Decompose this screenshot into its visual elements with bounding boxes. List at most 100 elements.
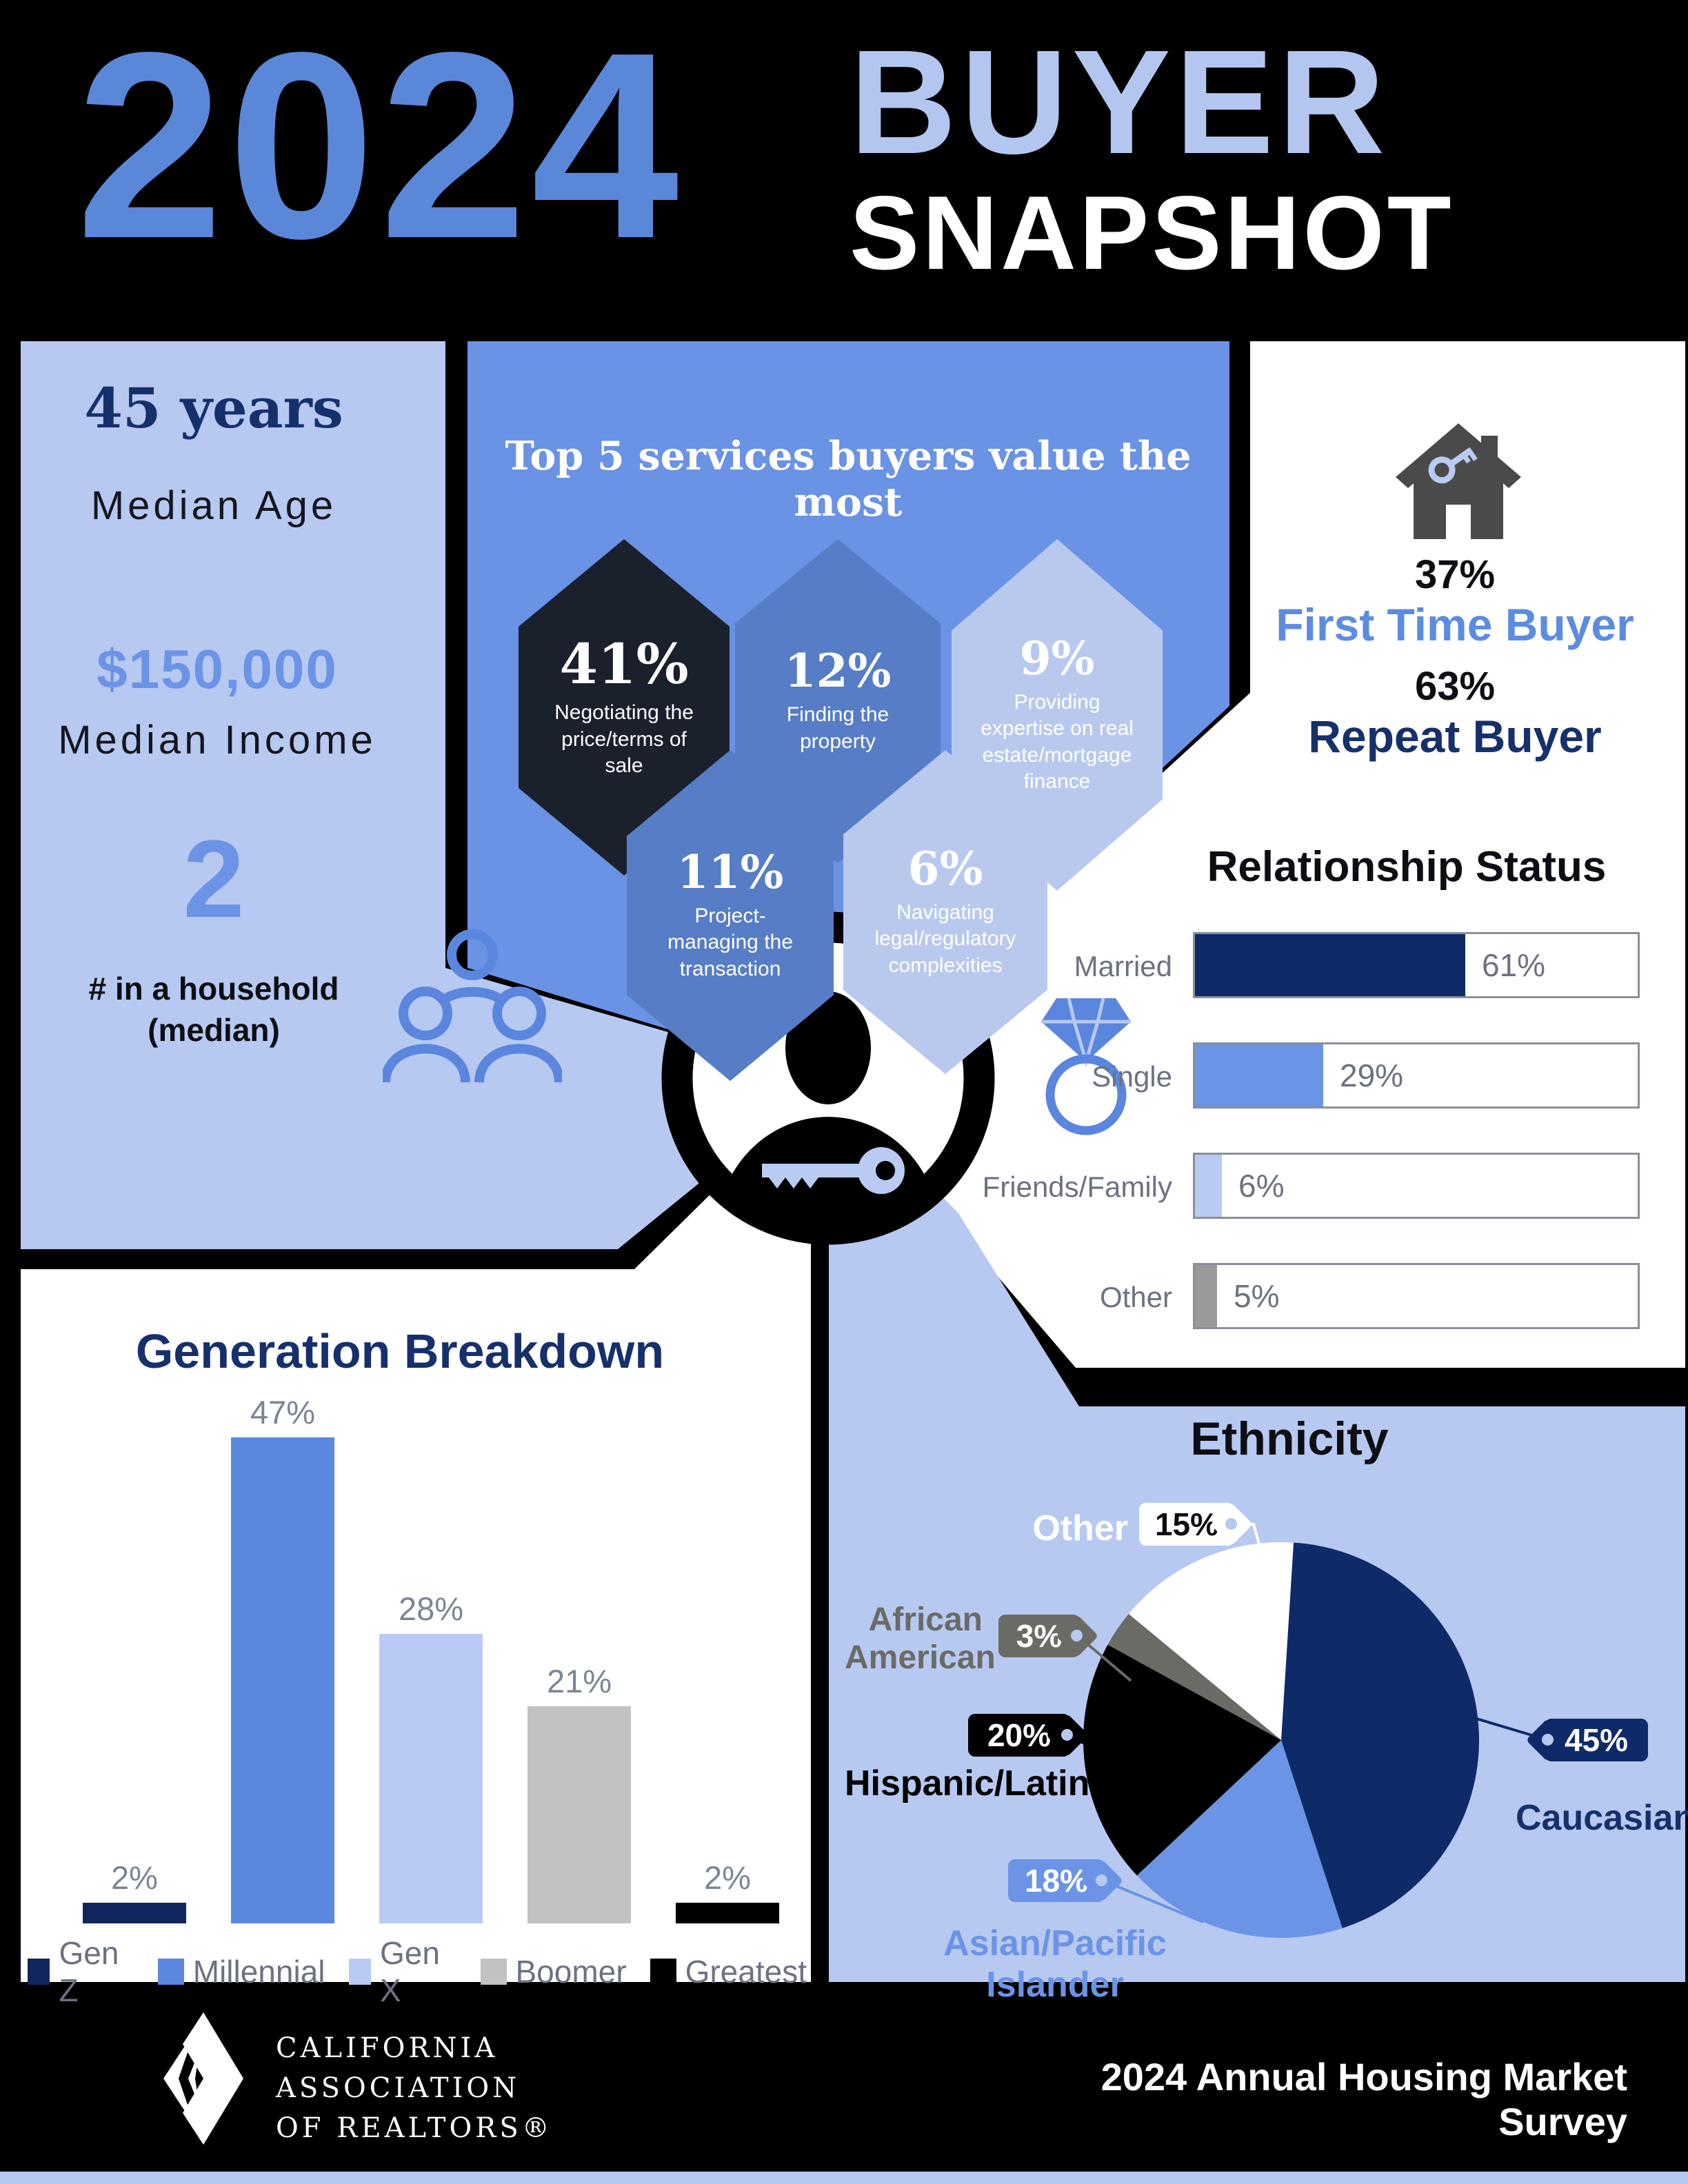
relationship-category-label: Other xyxy=(1099,1281,1172,1313)
org-name-line1: CALIFORNIA xyxy=(276,2032,499,2064)
house-icon xyxy=(1393,422,1524,543)
ethnicity-title: Ethnicity xyxy=(1190,1413,1389,1465)
survey-title: 2024 Annual Housing Market Survey xyxy=(1101,2055,1627,2143)
legend-label: Boomer xyxy=(515,1954,627,1990)
ethnicity-tag: 3% xyxy=(998,1614,1099,1658)
relationship-status-title: Relationship Status xyxy=(1207,843,1607,891)
median-income-label: Median Income xyxy=(58,718,376,762)
ethnicity-tag-hole xyxy=(1542,1734,1554,1746)
key-icon xyxy=(762,1147,905,1194)
legend-swatch xyxy=(28,1959,50,1985)
relationship-category-label: Single xyxy=(1092,1060,1172,1093)
service-pct: 11% xyxy=(676,845,784,899)
ethnicity-pie-slice xyxy=(1128,1542,1294,1740)
service-desc: Providing expertise on real estate/mortg… xyxy=(981,690,1134,793)
ethnicity-label: Other xyxy=(1032,1508,1128,1548)
generation-bar-value: 2% xyxy=(704,1859,751,1896)
ethnicity-pie-slice xyxy=(1107,1614,1281,1740)
ethnicity-tag: 18% xyxy=(1008,1859,1124,1903)
ethnicity-tag: 45% xyxy=(1525,1718,1648,1762)
ethnicity-pie-slice xyxy=(1136,1740,1343,1938)
relationship-bar: 29% xyxy=(1193,1042,1640,1109)
header-title-buyer: BUYER xyxy=(850,19,1389,185)
generation-bar xyxy=(379,1634,483,1923)
legend-item: Boomer xyxy=(480,1953,627,1990)
ethnicity-tag: 20% xyxy=(968,1713,1089,1757)
service-desc: Finding the property xyxy=(786,703,890,753)
relationship-bar: 61% xyxy=(1193,932,1640,998)
repeat-buyer-label: Repeat Buyer xyxy=(1308,711,1602,762)
service-desc: Project- managing the transaction xyxy=(667,904,793,980)
legend-label: Millennial xyxy=(192,1954,325,1990)
legend-item: Greatest xyxy=(650,1953,807,1990)
legend-swatch xyxy=(480,1959,507,1985)
relationship-bar: 5% xyxy=(1193,1263,1640,1329)
org-name-line2: ASSOCIATION xyxy=(276,2072,521,2104)
service-pct: 12% xyxy=(784,643,892,698)
median-age-label: Median Age xyxy=(90,483,337,528)
relationship-category-label: Friends/Family xyxy=(982,1171,1172,1203)
relationship-bar: 6% xyxy=(1193,1153,1640,1219)
ethnicity-tag-hole xyxy=(1096,1874,1107,1886)
ethnicity-tag-hole xyxy=(1061,1729,1073,1741)
household-size-label: # in a household (median) xyxy=(88,971,339,1048)
ethnicity-tag: 15% xyxy=(1139,1502,1254,1546)
relationship-category-label: Married xyxy=(1074,950,1172,982)
service-desc: Navigating legal/regulatory complexities xyxy=(874,901,1016,977)
generation-bar-value: 28% xyxy=(398,1590,464,1627)
generation-legend: Gen Z Millennial Gen X Boomer Greatest xyxy=(28,1934,807,2009)
house-key-icon xyxy=(1428,447,1478,484)
household-size-value: 2 xyxy=(183,817,245,940)
generation-bar-value: 2% xyxy=(111,1859,158,1896)
ethnicity-label: Asian/Pacific Islander xyxy=(943,1923,1167,2005)
median-age-value: 45 years xyxy=(84,376,343,441)
ethnicity-label: Hispanic/Latino xyxy=(845,1763,1112,1803)
generation-bar xyxy=(83,1903,186,1923)
relationship-bar-value: 61% xyxy=(1482,947,1546,983)
service-pct: 9% xyxy=(1019,631,1095,685)
ethnicity-pie-slice xyxy=(1281,1542,1479,1928)
generation-bar-value: 47% xyxy=(250,1394,316,1430)
service-desc: Negotiating the price/terms of sale xyxy=(554,701,694,778)
ethnicity-label: Caucasian xyxy=(1516,1798,1688,1838)
legend-item: Gen X xyxy=(348,1934,457,2009)
car-logo-icon xyxy=(155,2010,252,2151)
first-time-buyer-label: First Time Buyer xyxy=(1276,599,1634,650)
service-pct: 41% xyxy=(559,631,689,697)
relationship-bar-fill xyxy=(1195,1155,1222,1217)
generation-bar xyxy=(676,1903,779,1923)
household-icon xyxy=(381,910,564,1086)
first-time-buyer-pct: 37% xyxy=(1414,552,1496,597)
ethnicity-pie-chart xyxy=(1067,1523,1549,1938)
ethnicity-pie-slice xyxy=(1083,1644,1281,1876)
legend-item: Gen Z xyxy=(28,1934,134,2009)
ethnicity-connector-line xyxy=(1103,1879,1204,1923)
generation-bar xyxy=(528,1706,631,1923)
legend-item: Millennial xyxy=(157,1953,325,1990)
generation-bar xyxy=(231,1437,334,1923)
legend-label: Gen Z xyxy=(59,1935,119,2008)
legend-label: Gen X xyxy=(379,1935,440,2008)
legend-swatch xyxy=(157,1959,184,1985)
header-title-snapshot: SNAPSHOT xyxy=(850,174,1454,292)
ethnicity-label: African American xyxy=(845,1601,996,1677)
ring-icon xyxy=(1034,993,1138,1141)
legend-swatch xyxy=(650,1959,676,1985)
ethnicity-tag-hole xyxy=(1225,1518,1237,1530)
median-income-value: $150,000 xyxy=(97,638,338,700)
relationship-bar-value: 6% xyxy=(1238,1168,1285,1204)
generation-bar-value: 21% xyxy=(546,1663,612,1699)
service-pct: 6% xyxy=(907,841,983,896)
repeat-buyer-pct: 63% xyxy=(1414,664,1496,709)
header-year: 2024 xyxy=(76,0,683,294)
relationship-bar-value: 29% xyxy=(1340,1058,1404,1093)
relationship-bar-fill xyxy=(1195,1044,1323,1106)
relationship-bar-fill xyxy=(1195,1265,1217,1327)
relationship-bar-value: 5% xyxy=(1234,1278,1280,1314)
generation-breakdown-title: Generation Breakdown xyxy=(135,1324,665,1378)
legend-swatch xyxy=(348,1959,371,1985)
services-title: Top 5 services buyers value the most xyxy=(505,433,1192,525)
relationship-bar-fill xyxy=(1195,934,1465,996)
legend-label: Greatest xyxy=(685,1954,807,1990)
